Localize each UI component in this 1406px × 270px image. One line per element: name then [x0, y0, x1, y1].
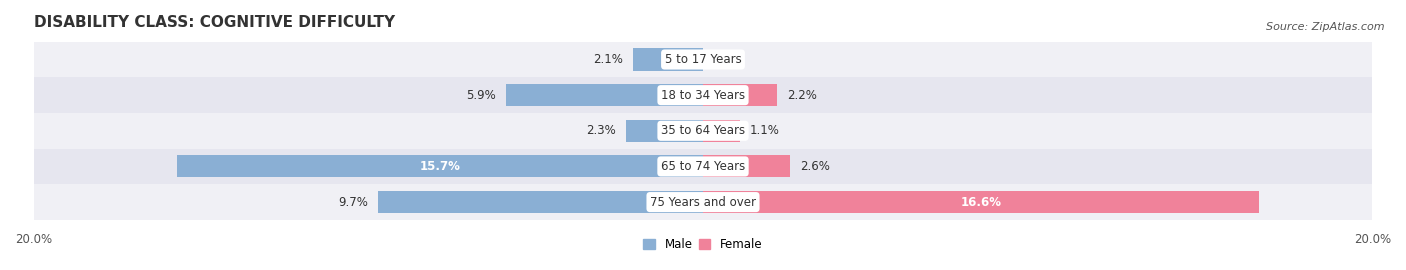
Text: 2.2%: 2.2% — [787, 89, 817, 102]
Bar — [34, 148, 1372, 184]
Bar — [633, 48, 703, 70]
Text: 15.7%: 15.7% — [420, 160, 461, 173]
Text: 5 to 17 Years: 5 to 17 Years — [665, 53, 741, 66]
Bar — [703, 84, 776, 106]
Text: 75 Years and over: 75 Years and over — [650, 195, 756, 209]
Text: 9.7%: 9.7% — [339, 195, 368, 209]
Bar — [626, 120, 703, 142]
Text: 0.0%: 0.0% — [713, 53, 742, 66]
Bar — [34, 113, 1372, 148]
Text: 5.9%: 5.9% — [465, 89, 495, 102]
Text: 2.6%: 2.6% — [800, 160, 830, 173]
Bar — [177, 156, 703, 177]
Bar — [703, 191, 1258, 213]
Bar — [378, 191, 703, 213]
Text: Source: ZipAtlas.com: Source: ZipAtlas.com — [1267, 22, 1385, 32]
Legend: Male, Female: Male, Female — [644, 238, 762, 251]
Bar — [506, 84, 703, 106]
Bar — [703, 120, 740, 142]
Text: 35 to 64 Years: 35 to 64 Years — [661, 124, 745, 137]
Text: 65 to 74 Years: 65 to 74 Years — [661, 160, 745, 173]
Bar — [34, 42, 1372, 77]
Text: 16.6%: 16.6% — [960, 195, 1001, 209]
Bar — [34, 77, 1372, 113]
Text: 2.3%: 2.3% — [586, 124, 616, 137]
Text: 1.1%: 1.1% — [749, 124, 780, 137]
Text: 2.1%: 2.1% — [593, 53, 623, 66]
Text: 18 to 34 Years: 18 to 34 Years — [661, 89, 745, 102]
Bar — [703, 156, 790, 177]
Text: DISABILITY CLASS: COGNITIVE DIFFICULTY: DISABILITY CLASS: COGNITIVE DIFFICULTY — [34, 15, 395, 30]
Bar — [34, 184, 1372, 220]
